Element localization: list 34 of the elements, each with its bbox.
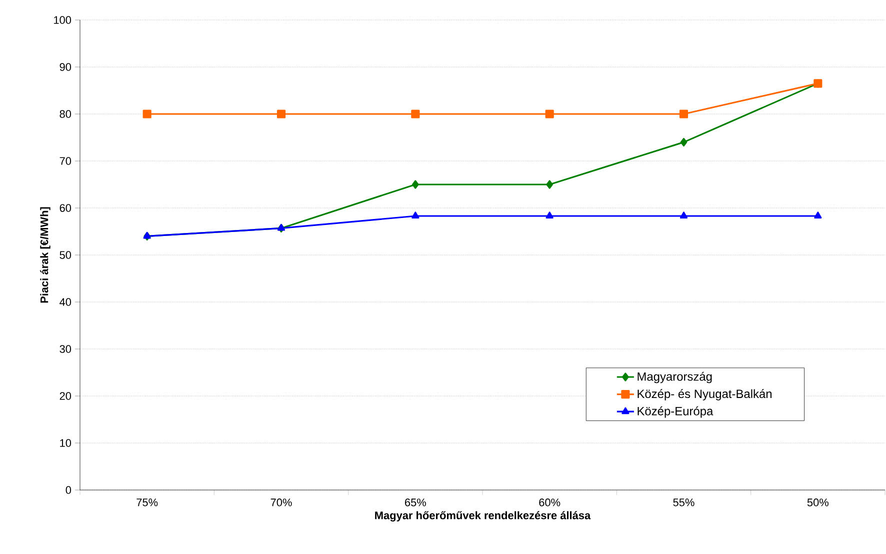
y-tick-label: 40: [60, 298, 72, 306]
point: [814, 212, 822, 219]
point: [412, 180, 419, 189]
x-tick-label: 70%: [270, 498, 292, 506]
point: [680, 138, 688, 146]
x-tick-label: 55%: [673, 498, 694, 506]
x-tick-label: 75%: [136, 498, 158, 506]
x-axis-title: Magyar hőerőművek rendelkezésre állása: [375, 511, 591, 522]
y-tick-label: 60: [60, 204, 72, 212]
y-axis-title: Piaci árak [€/MWh]: [40, 207, 50, 303]
y-tick-label: 0: [66, 486, 72, 494]
point: [142, 110, 152, 118]
y-tick-label: 10: [60, 439, 72, 447]
point: [276, 110, 286, 118]
y-tick-label: 30: [60, 345, 72, 353]
x-tick-label: 50%: [807, 498, 828, 506]
y-tick-label: 90: [60, 63, 72, 71]
legend-label: Közép- és Nyugat-Balkán: [638, 389, 772, 400]
y-tick-label: 100: [54, 16, 72, 24]
x-tick-label: 65%: [405, 498, 426, 506]
legend-label: Magyarország: [638, 372, 712, 384]
y-tick-label: 20: [60, 392, 72, 400]
point: [546, 212, 554, 219]
y-tick-label: 70: [60, 157, 72, 165]
legend-label: Közép-Európa: [638, 406, 714, 418]
y-tick-label: 80: [60, 110, 72, 118]
x-tick-label: 60%: [539, 498, 560, 506]
point: [679, 110, 688, 118]
point: [680, 212, 688, 219]
point: [546, 180, 554, 189]
y-tick-label: 50: [60, 251, 72, 259]
point: [545, 110, 554, 118]
point: [412, 212, 420, 219]
point: [411, 110, 420, 118]
